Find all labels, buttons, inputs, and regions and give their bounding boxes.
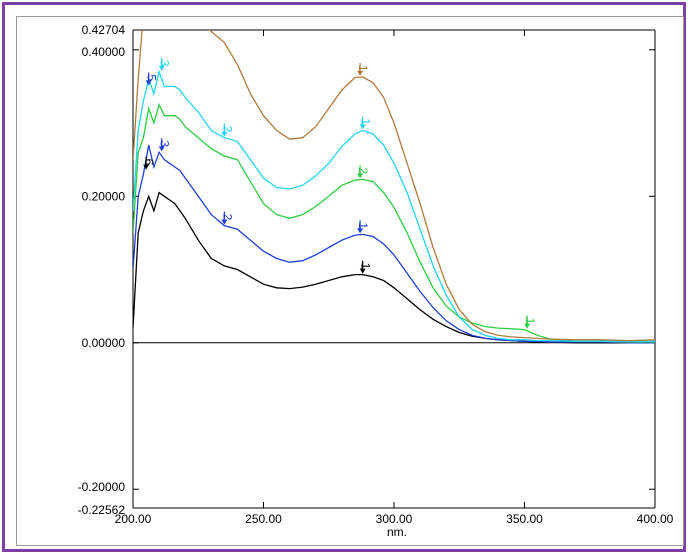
peak-marker-label: 1 bbox=[523, 318, 537, 325]
x-tick-label: 250.00 bbox=[245, 512, 282, 526]
peak-marker-arrow bbox=[158, 65, 165, 71]
plot-border bbox=[16, 16, 684, 546]
peak-marker-arrow bbox=[524, 323, 531, 329]
y-tick-label: 0.00000 bbox=[82, 336, 126, 350]
peak-marker-arrow bbox=[143, 164, 150, 170]
series-group bbox=[133, 30, 655, 344]
peak-marker-arrow bbox=[357, 228, 364, 234]
y-tick-label: 0.20000 bbox=[82, 189, 126, 203]
peak-marker-label: 2 bbox=[220, 126, 234, 133]
peak-marker-arrow bbox=[158, 146, 165, 152]
peak-marker-label: 1 bbox=[359, 118, 373, 125]
peak-marker-label: 6 bbox=[142, 159, 156, 166]
peak-marker-label: 2 bbox=[220, 214, 234, 221]
x-tick-label: 300.00 bbox=[376, 512, 413, 526]
peak-marker-arrow bbox=[359, 124, 366, 130]
x-tick-label: 400.00 bbox=[637, 512, 674, 526]
peak-marker-arrow bbox=[359, 268, 366, 274]
peak-marker-label: 2 bbox=[356, 167, 370, 174]
peak-marker-arrow bbox=[221, 131, 228, 137]
series-line-1 bbox=[133, 30, 655, 342]
peak-marker-label: 3 bbox=[158, 140, 172, 147]
peak-marker-label: 1 bbox=[356, 65, 370, 72]
y-tick-label: -0.22562 bbox=[78, 503, 126, 517]
peak-marker-label: 1 bbox=[359, 263, 373, 270]
tick-labels-group: 0.42704 0.40000 0.20000 0.00000 -0.20000 -0.2… bbox=[78, 23, 674, 539]
peak-marker-arrow bbox=[357, 173, 364, 179]
y-tick-label: 0.40000 bbox=[82, 45, 126, 59]
axes-group bbox=[132, 29, 656, 509]
x-tick-label: 350.00 bbox=[506, 512, 543, 526]
peak-marker-label: 1 bbox=[356, 222, 370, 229]
peak-marker-label: 5 bbox=[145, 74, 159, 81]
y-tick-label: -0.20000 bbox=[78, 480, 126, 494]
y-tick-label: 0.42704 bbox=[82, 23, 126, 37]
peak-marker-arrow bbox=[357, 70, 364, 76]
series-line-4 bbox=[133, 144, 655, 344]
peak-marker-arrow bbox=[145, 80, 152, 86]
x-axis-label: nm. bbox=[387, 525, 407, 539]
peak-marker-label: 3 bbox=[158, 60, 172, 67]
peak-markers-group: 1 1 2 3 2 1 1 2 3 5 1 6 bbox=[142, 57, 537, 329]
series-line-3 bbox=[133, 102, 655, 343]
peak-marker-arrow bbox=[221, 219, 228, 225]
x-tick-label: 200.00 bbox=[115, 512, 152, 526]
series-line-2 bbox=[133, 69, 655, 342]
